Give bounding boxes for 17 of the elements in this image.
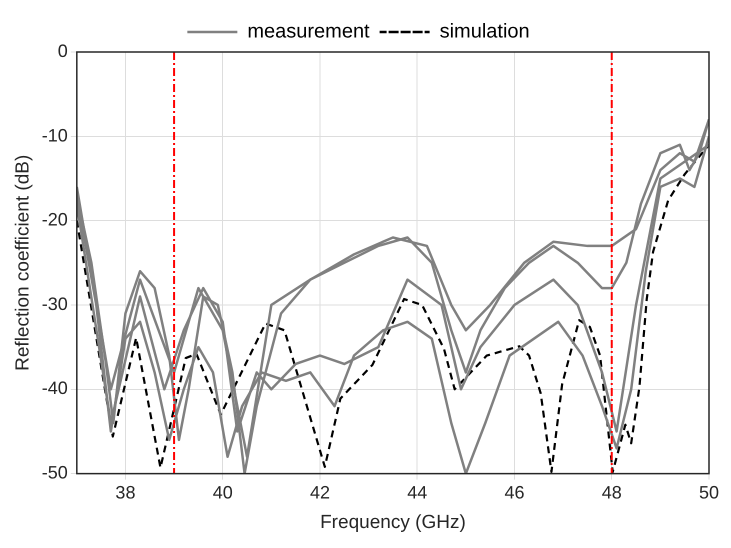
y-tick-label: -40	[42, 378, 68, 398]
x-tick-label: 42	[310, 482, 330, 502]
y-tick-label: -10	[42, 125, 68, 146]
y-tick-label: 0	[58, 40, 68, 61]
x-tick-label: 46	[504, 482, 524, 502]
x-tick-label: 48	[602, 482, 622, 502]
y-axis-title: Reflection coefficient (dB)	[12, 154, 34, 371]
y-tick-label: -20	[42, 210, 68, 230]
y-tick-label: -30	[42, 294, 68, 314]
y-tick-label: -50	[42, 462, 68, 483]
x-tick-label: 40	[212, 482, 233, 502]
x-tick-label: 38	[115, 482, 136, 502]
x-tick-label: 50	[698, 482, 720, 502]
x-tick-label: 44	[407, 482, 428, 502]
legend-label: simulation	[440, 20, 530, 43]
x-axis-title: Frequency (GHz)	[320, 512, 466, 533]
legend-label: measurement	[247, 20, 370, 43]
